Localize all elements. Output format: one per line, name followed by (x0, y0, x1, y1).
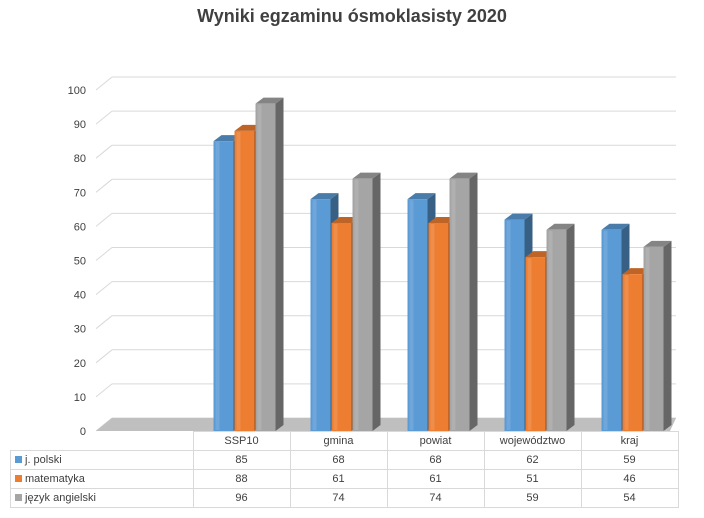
data-label: 74 (289, 488, 388, 508)
legend-entry: matematyka (10, 469, 194, 489)
data-label: 85 (192, 450, 291, 470)
bar-top (310, 193, 339, 200)
bar-side (469, 172, 478, 431)
y-tick-label: 80 (74, 153, 86, 165)
y-tick-label: 60 (74, 221, 86, 233)
legend-key-icon (15, 455, 22, 463)
bar-highlight (603, 230, 608, 430)
gridline-side (95, 349, 113, 364)
data-label: 61 (289, 469, 388, 489)
bar-highlight (527, 258, 532, 430)
y-tick-label: 100 (68, 85, 86, 97)
table-row: matematyka 88 61 61 51 46 (10, 469, 679, 489)
bar-highlight (506, 220, 511, 430)
bar-side (372, 172, 381, 431)
bar-top (546, 223, 575, 230)
bar-highlight (312, 200, 317, 430)
gridline-side (95, 281, 113, 295)
bar-top (352, 172, 381, 179)
data-label: 59 (580, 450, 679, 470)
data-label: 59 (483, 488, 582, 508)
gridline-side (95, 383, 113, 398)
data-table: SSP10 gmina powiat województwo kraj j. polsk… (10, 431, 679, 508)
y-tick-label: 50 (74, 256, 86, 268)
data-label: 74 (386, 488, 485, 508)
legend-key-icon (15, 493, 22, 501)
gridline-side (95, 247, 113, 261)
gridline-side (95, 213, 113, 227)
bar-highlight (257, 104, 262, 430)
gridline-side (95, 144, 113, 159)
data-label: 46 (580, 469, 679, 489)
bar-highlight (409, 200, 414, 430)
y-tick-label: 10 (74, 392, 86, 404)
gridline-side (95, 178, 113, 193)
y-tick-label: 40 (74, 290, 86, 302)
bar-highlight (548, 230, 553, 430)
chart-title: Wyniki egzaminu ósmoklasisty 2020 (197, 6, 507, 26)
data-label: 96 (192, 488, 291, 508)
data-label: 51 (483, 469, 582, 489)
category-label: powiat (386, 431, 485, 451)
bar-top (255, 97, 284, 104)
table-row: j. polski 85 68 68 62 59 (10, 450, 679, 470)
bar-highlight (333, 223, 338, 430)
bars (213, 97, 672, 432)
gridlines (95, 76, 676, 432)
data-label: 68 (289, 450, 388, 470)
bar-top (449, 172, 478, 179)
y-tick-label: 90 (74, 119, 86, 131)
data-label: 62 (483, 450, 582, 470)
chart-floor (96, 418, 676, 431)
category-label: kraj (580, 431, 679, 451)
bar-top (601, 223, 630, 230)
bar-highlight (430, 223, 435, 430)
bar-highlight (236, 131, 241, 431)
legend-entry: język angielski (10, 488, 194, 508)
table-corner (10, 431, 194, 451)
bar-highlight (354, 179, 359, 430)
category-label: SSP10 (192, 431, 291, 451)
bar-highlight (215, 142, 220, 430)
bar-highlight (624, 275, 629, 430)
legend-label: język angielski (25, 492, 96, 504)
data-label: 61 (386, 469, 485, 489)
bar-top (643, 240, 672, 247)
bar-side (275, 97, 284, 431)
bar-top (504, 213, 533, 220)
legend-label: matematyka (25, 473, 85, 485)
table-row: język angielski 96 74 74 59 54 (10, 488, 679, 508)
bar-side (566, 223, 575, 431)
y-tick-label: 70 (74, 187, 86, 199)
data-label: 88 (192, 469, 291, 489)
category-label: gmina (289, 431, 388, 451)
gridline-side (95, 110, 113, 125)
table-header-row: SSP10 gmina powiat województwo kraj (10, 431, 679, 451)
legend-key-icon (15, 474, 22, 482)
y-tick-label: 30 (74, 324, 86, 336)
bar-highlight (451, 179, 456, 430)
bar-side (663, 240, 672, 431)
gridline-side (95, 76, 113, 91)
bar-highlight (645, 247, 650, 430)
legend-label: j. polski (25, 454, 62, 466)
y-tick-label: 20 (74, 358, 86, 370)
data-label: 54 (580, 488, 679, 508)
category-label: województwo (483, 431, 582, 451)
legend-entry: j. polski (10, 450, 194, 470)
bar-top (407, 193, 436, 200)
gridline-side (95, 315, 113, 330)
data-label: 68 (386, 450, 485, 470)
